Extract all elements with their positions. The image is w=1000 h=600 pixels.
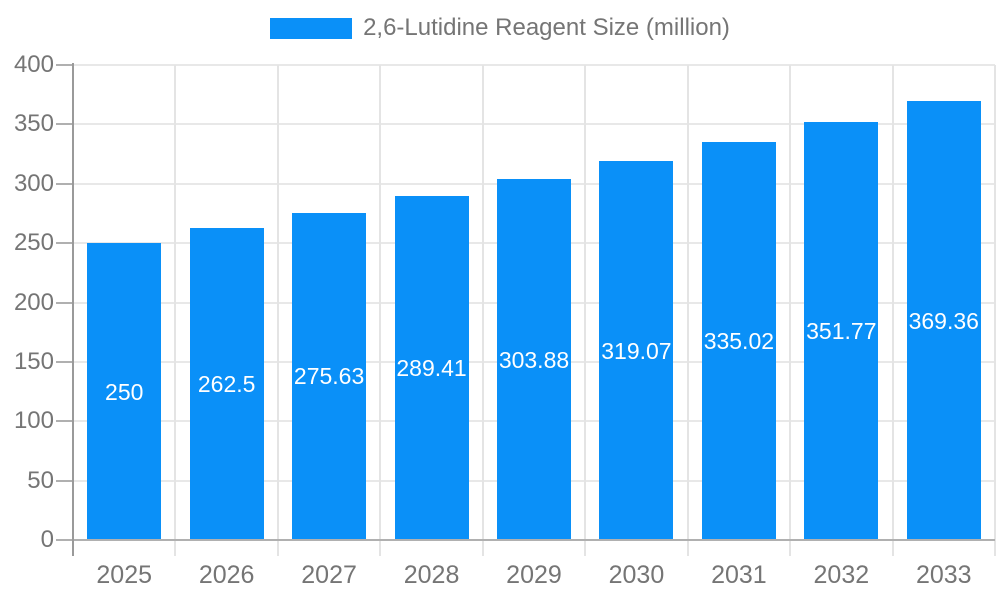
bar-value-label: 289.41 — [396, 355, 467, 382]
bar[interactable] — [87, 243, 162, 540]
x-gridline — [174, 65, 177, 556]
y-axis-tick — [56, 301, 73, 304]
y-axis-tick-label: 100 — [13, 407, 54, 435]
y-axis-tick — [56, 420, 73, 423]
legend-item[interactable]: 2,6-Lutidine Reagent Size (million) — [270, 14, 730, 42]
legend-label: 2,6-Lutidine Reagent Size (million) — [363, 14, 730, 41]
y-axis-tick-label: 250 — [13, 229, 54, 257]
x-gridline — [276, 65, 279, 556]
bar-value-label: 369.36 — [908, 307, 979, 334]
y-axis-tick — [56, 360, 73, 363]
bar[interactable] — [189, 228, 264, 540]
y-axis-tick — [56, 123, 73, 126]
legend-swatch-icon — [270, 17, 353, 39]
x-gridline — [584, 65, 587, 556]
x-axis-tick-label: 2027 — [301, 561, 357, 589]
y-axis-tick-label: 200 — [13, 288, 54, 316]
bar[interactable] — [599, 161, 674, 540]
x-gridline — [379, 65, 382, 556]
bar-value-label: 262.5 — [197, 371, 256, 398]
x-axis-tick-label: 2025 — [96, 561, 153, 589]
bar[interactable] — [497, 179, 571, 540]
y-axis-tick-label: 400 — [13, 51, 54, 78]
y-gridline — [73, 123, 995, 126]
y-gridline — [73, 64, 995, 66]
x-gridline — [994, 65, 996, 556]
y-axis-tick-label: 50 — [27, 466, 54, 494]
x-axis-tick-label: 2033 — [915, 561, 972, 589]
x-gridline — [481, 65, 484, 556]
x-gridline — [789, 65, 792, 556]
legend: 2,6-Lutidine Reagent Size (million) — [0, 14, 1000, 42]
bar-value-label: 250 — [105, 378, 144, 405]
y-axis-tick — [56, 64, 73, 66]
bar-value-label: 319.07 — [601, 337, 672, 364]
y-axis-tick — [56, 479, 73, 482]
x-gridline — [891, 65, 894, 556]
y-axis-tick — [56, 242, 73, 245]
x-axis-tick-label: 2028 — [403, 561, 460, 589]
x-gridline — [686, 65, 689, 556]
bar[interactable] — [906, 101, 981, 540]
y-axis-tick — [56, 182, 73, 185]
bar-value-label: 303.88 — [498, 346, 570, 373]
bar-value-label: 351.77 — [806, 318, 877, 345]
x-axis-tick-label: 2030 — [608, 561, 665, 589]
y-axis-line — [72, 63, 74, 556]
x-axis-tick-label: 2026 — [198, 561, 255, 589]
x-axis-tick-label: 2032 — [813, 561, 870, 589]
x-axis-line — [56, 539, 995, 541]
y-axis-tick-label: 300 — [13, 169, 54, 197]
y-axis-tick-label: 150 — [13, 347, 54, 375]
bar[interactable] — [804, 122, 879, 540]
y-axis-tick-label: 350 — [13, 110, 54, 138]
bar[interactable] — [701, 142, 776, 540]
y-axis-tick-label: 0 — [40, 526, 54, 553]
bar-value-label: 335.02 — [703, 328, 775, 355]
x-axis-tick-label: 2031 — [711, 561, 767, 589]
bar-value-label: 275.63 — [293, 363, 365, 390]
bar[interactable] — [292, 212, 367, 540]
x-axis-tick-label: 2029 — [506, 561, 562, 589]
bar[interactable] — [394, 196, 469, 540]
